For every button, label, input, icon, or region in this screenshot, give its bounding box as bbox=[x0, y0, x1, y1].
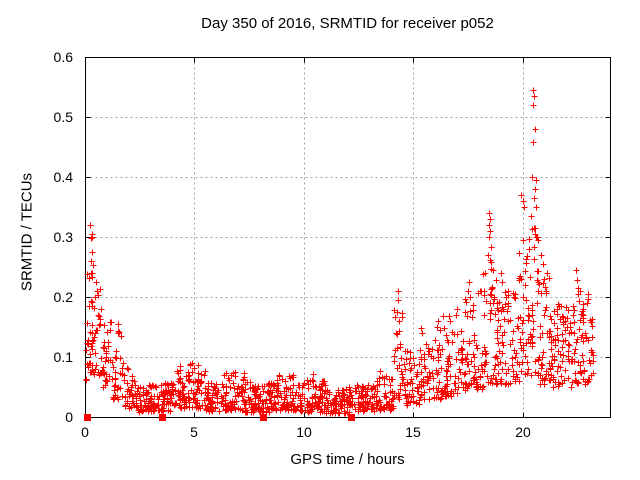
x-tick-label: 20 bbox=[515, 424, 531, 440]
y-tick-label: 0.3 bbox=[53, 229, 73, 245]
x-tick-label: 15 bbox=[405, 424, 421, 440]
y-tick-label: 0.4 bbox=[53, 169, 73, 185]
chart-title: Day 350 of 2016, SRMTID for receiver p05… bbox=[201, 15, 494, 32]
zero-value-square-marker bbox=[260, 414, 267, 421]
zero-value-square-marker bbox=[348, 414, 355, 421]
zero-value-square-marker bbox=[84, 414, 91, 421]
zero-value-square-marker bbox=[159, 414, 166, 421]
y-tick-label: 0.1 bbox=[53, 349, 73, 365]
y-tick-label: 0 bbox=[65, 409, 73, 425]
x-axis-label: GPS time / hours bbox=[290, 451, 405, 468]
y-tick-label: 0.6 bbox=[53, 49, 73, 65]
y-tick-label: 0.2 bbox=[53, 289, 73, 305]
x-tick-label: 0 bbox=[81, 424, 89, 440]
x-tick-label: 5 bbox=[190, 424, 198, 440]
gridlines bbox=[85, 57, 611, 418]
y-tick-label: 0.5 bbox=[53, 109, 73, 125]
data-points-plus-markers bbox=[83, 87, 597, 417]
x-tick-label: 10 bbox=[296, 424, 312, 440]
